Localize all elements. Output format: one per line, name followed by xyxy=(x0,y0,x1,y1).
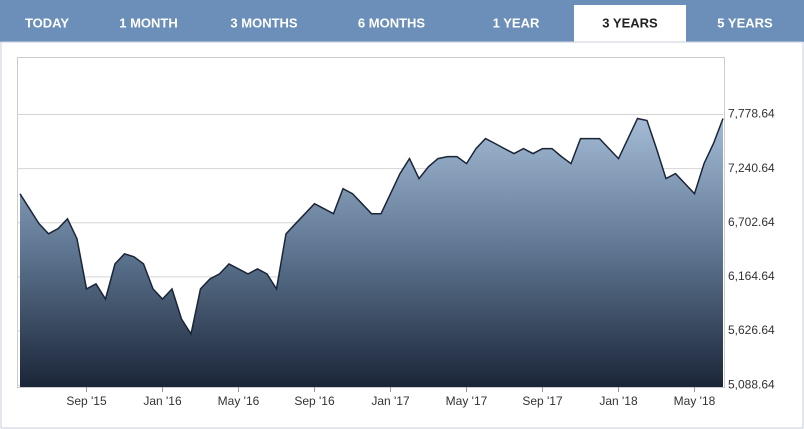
line xyxy=(19,117,724,336)
y-tick-label: 5,088.64 xyxy=(728,377,775,391)
tab[interactable]: 3 YEARS xyxy=(602,15,658,30)
y-tick-label: 5,626.64 xyxy=(728,323,775,337)
plot: 5,088.64 5,626.64 6,164.64 6,702.64 7,240.64… xyxy=(18,107,775,408)
x-tick-label: Sep '16 xyxy=(294,394,335,408)
x-tick-label: May '17 xyxy=(446,394,488,408)
y-tick-label: 6,702.64 xyxy=(728,215,775,229)
active-tab-bg xyxy=(574,5,686,43)
tab[interactable]: 6 MONTHS xyxy=(358,15,426,30)
tabs: TODAY 1 MONTH 3 MONTHS 6 MONTHS 1 YEAR 3 YEAR… xyxy=(25,5,773,43)
x-tick-label: Sep '15 xyxy=(66,394,107,408)
tab[interactable]: 1 YEAR xyxy=(493,15,540,30)
x-tick-label: Jan '16 xyxy=(143,394,182,408)
x-tick-label: May '18 xyxy=(674,394,716,408)
x-tick-label: May '16 xyxy=(218,394,260,408)
tab[interactable]: 1 MONTH xyxy=(119,15,178,30)
y-tick-label: 7,240.64 xyxy=(728,161,775,175)
y-tick-label: 7,778.64 xyxy=(728,107,775,121)
tab[interactable]: 5 YEARS xyxy=(717,15,773,30)
y-tick-label: 6,164.64 xyxy=(728,269,775,283)
x-tick-label: Jan '18 xyxy=(599,394,638,408)
tab[interactable]: 3 MONTHS xyxy=(230,15,298,30)
area xyxy=(20,118,723,387)
frame xyxy=(0,41,804,429)
x-tick-label: Jan '17 xyxy=(371,394,410,408)
tab[interactable]: TODAY xyxy=(25,15,69,30)
x-tick-label: Sep '17 xyxy=(522,394,563,408)
